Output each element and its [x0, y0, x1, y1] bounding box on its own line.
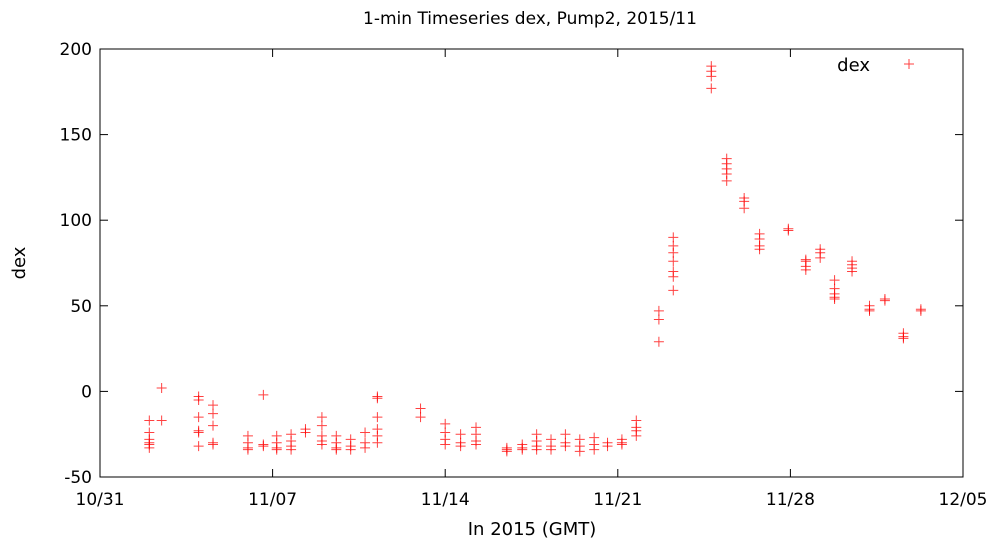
- data-point: [372, 437, 383, 448]
- data-point: [800, 254, 811, 265]
- data-point: [372, 412, 383, 423]
- chart-title: 1-min Timeseries dex, Pump2, 2015/11: [363, 9, 697, 29]
- data-points: [144, 61, 926, 457]
- data-point: [898, 328, 909, 339]
- y-tick-label: 200: [60, 40, 92, 60]
- data-point: [829, 283, 840, 294]
- data-point: [668, 285, 679, 296]
- data-point: [560, 429, 571, 440]
- data-point: [208, 420, 219, 431]
- y-tick-label: 150: [60, 126, 92, 146]
- data-point: [271, 444, 282, 455]
- data-point: [193, 427, 204, 438]
- data-point: [208, 400, 219, 411]
- data-point: [668, 240, 679, 251]
- data-point: [668, 232, 679, 243]
- data-point: [668, 256, 679, 267]
- data-point: [360, 427, 371, 438]
- x-axis-label: In 2015 (GMT): [468, 519, 597, 540]
- data-point: [258, 441, 269, 452]
- data-point: [501, 446, 512, 457]
- x-tick-label: 12/05: [939, 490, 988, 510]
- data-point: [300, 427, 311, 438]
- data-point: [208, 439, 219, 450]
- x-tick-label: 11/21: [593, 490, 642, 510]
- data-point: [915, 304, 926, 315]
- data-point: [286, 444, 297, 455]
- data-point: [815, 244, 826, 255]
- axes: -50 0 50 100 150 200 10/31 11/07 11/14 11/21 11/28…: [60, 40, 988, 510]
- data-point: [668, 266, 679, 277]
- data-point: [193, 412, 204, 423]
- data-point: [721, 153, 732, 164]
- data-point: [258, 389, 269, 400]
- y-tick-label: 100: [60, 211, 92, 231]
- data-point: [864, 300, 875, 311]
- data-point: [345, 444, 356, 455]
- y-axis-label: dex: [9, 246, 30, 279]
- data-point: [471, 439, 482, 450]
- data-point: [706, 83, 717, 94]
- data-point: [144, 415, 155, 426]
- data-point: [754, 228, 765, 239]
- legend: dex: [837, 55, 914, 76]
- data-point: [531, 444, 542, 455]
- x-tick-label: 11/14: [421, 490, 470, 510]
- data-point: [602, 441, 613, 452]
- data-point: [847, 256, 858, 267]
- data-point: [360, 442, 371, 453]
- y-tick-label: 50: [70, 297, 92, 317]
- data-point: [156, 415, 167, 426]
- y-tick-label: 0: [81, 382, 92, 402]
- data-point: [440, 418, 451, 429]
- data-point: [193, 394, 204, 405]
- data-point: [560, 441, 571, 452]
- data-point: [653, 336, 664, 347]
- x-tick-label: 11/28: [766, 490, 815, 510]
- data-point: [517, 444, 528, 455]
- data-point: [440, 439, 451, 450]
- data-point: [546, 444, 557, 455]
- data-point: [455, 429, 466, 440]
- data-point: [455, 441, 466, 452]
- data-point: [316, 412, 327, 423]
- x-tick-label: 11/07: [248, 490, 297, 510]
- data-point: [242, 444, 253, 455]
- data-point: [616, 439, 627, 450]
- data-point: [156, 382, 167, 393]
- legend-marker: [904, 59, 914, 69]
- data-point: [631, 430, 642, 441]
- data-point: [653, 314, 664, 325]
- data-point: [574, 446, 585, 457]
- plot-frame: [99, 48, 964, 478]
- data-point: [316, 439, 327, 450]
- legend-label: dex: [837, 55, 870, 76]
- y-tick-label: -50: [64, 468, 92, 488]
- data-point: [415, 412, 426, 423]
- data-point: [829, 275, 840, 286]
- data-point: [144, 437, 155, 448]
- data-point: [879, 293, 890, 304]
- data-point: [589, 444, 600, 455]
- data-point: [331, 444, 342, 455]
- data-point: [783, 223, 794, 234]
- data-point: [372, 393, 383, 404]
- data-point: [739, 192, 750, 203]
- data-point: [706, 61, 717, 72]
- data-point: [316, 420, 327, 431]
- data-point: [193, 441, 204, 452]
- data-point: [208, 408, 219, 419]
- data-point: [653, 305, 664, 316]
- x-tick-label: 10/31: [76, 490, 125, 510]
- data-point: [415, 403, 426, 414]
